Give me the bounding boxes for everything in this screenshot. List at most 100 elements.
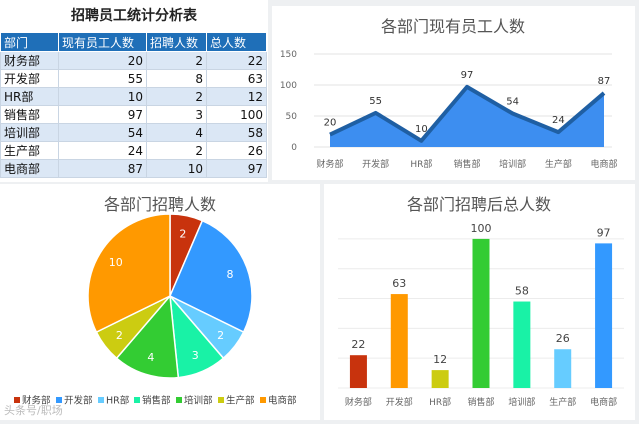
slice-label: 4 — [147, 351, 154, 364]
data-label: 55 — [369, 96, 382, 107]
legend-swatch — [56, 397, 62, 403]
cell-department[interactable]: 财务部 — [0, 51, 59, 70]
legend-swatch — [14, 397, 20, 403]
data-label: 100 — [471, 222, 492, 235]
cell-recruits[interactable]: 3 — [146, 105, 207, 124]
cell-department[interactable]: HR部 — [0, 87, 59, 106]
bar — [595, 243, 613, 388]
table-row: 销售部 97 3 100 — [0, 105, 267, 124]
data-label: 26 — [556, 332, 570, 345]
watermark-text: 头条号/职场 — [4, 404, 63, 417]
header-total[interactable]: 总人数 — [206, 32, 267, 52]
cell-department[interactable]: 销售部 — [0, 105, 59, 124]
x-tick-label: 电商部 — [590, 396, 617, 408]
bar — [554, 349, 572, 388]
bar — [349, 355, 367, 388]
table-body: 财务部 20 2 22 开发部 55 8 63 HR部 10 2 12 销售部 97 3 100 培训部 54 4 5… — [0, 51, 267, 178]
pie-slice — [169, 219, 253, 334]
cell-department[interactable]: 生产部 — [0, 141, 59, 160]
cell-recruits[interactable]: 2 — [146, 51, 207, 70]
pie-slice — [115, 294, 180, 379]
bar-chart: 各部门招聘后总人数 22 财务部 63 开发部 12 HR部 100 销售部 58 培训部 26 生产… — [338, 195, 624, 408]
cell-recruits[interactable]: 4 — [146, 123, 207, 142]
cell-total[interactable]: 58 — [206, 123, 267, 142]
area-chart: 各部门现有员工人数 0 50 100 150 20 财务部 55 开发部 10 HR部 97 销售部… — [280, 17, 618, 170]
table-header-row: 部门 现有员工人数 招聘人数 总人数 — [0, 32, 267, 52]
bar-chart-title: 各部门招聘后总人数 — [407, 195, 551, 214]
cell-total[interactable]: 100 — [206, 105, 267, 124]
cell-current-staff[interactable]: 97 — [58, 105, 147, 124]
legend-label: HR部 — [106, 395, 129, 407]
legend-label: 生产部 — [226, 395, 255, 407]
cell-current-staff[interactable]: 24 — [58, 141, 147, 160]
cell-current-staff[interactable]: 10 — [58, 87, 147, 106]
data-label: 22 — [351, 338, 365, 351]
cell-recruits[interactable]: 2 — [146, 87, 207, 106]
table-row: 开发部 55 8 63 — [0, 69, 267, 88]
bar — [431, 370, 449, 388]
x-tick-label: 财务部 — [316, 158, 343, 170]
legend-label: 财务部 — [22, 395, 51, 407]
x-tick-label: 财务部 — [345, 396, 372, 408]
header-recruits[interactable]: 招聘人数 — [146, 32, 207, 52]
slice-label: 10 — [109, 256, 123, 269]
data-label: 97 — [597, 226, 611, 239]
cell-total[interactable]: 26 — [206, 141, 267, 160]
data-label: 87 — [598, 76, 611, 87]
y-tick-label: 150 — [280, 50, 297, 60]
data-label: 54 — [506, 97, 519, 108]
legend-swatch — [176, 397, 182, 403]
cell-total[interactable]: 12 — [206, 87, 267, 106]
cell-department[interactable]: 电商部 — [0, 159, 59, 178]
x-tick-label: 培训部 — [508, 396, 535, 408]
area-fill — [330, 86, 604, 147]
slice-label: 2 — [179, 227, 186, 240]
y-tick-label: 100 — [280, 81, 297, 91]
slice-label: 2 — [217, 329, 224, 342]
cell-recruits[interactable]: 2 — [146, 141, 207, 160]
cell-department[interactable]: 培训部 — [0, 123, 59, 142]
data-table: 部门 现有员工人数 招聘人数 总人数 财务部 20 2 22 开发部 55 8 63 HR部 10… — [0, 32, 267, 178]
legend-label: 开发部 — [64, 395, 93, 407]
cell-total[interactable]: 97 — [206, 159, 267, 178]
cell-recruits[interactable]: 10 — [146, 159, 207, 178]
bar — [472, 238, 490, 388]
cell-current-staff[interactable]: 20 — [58, 51, 147, 70]
header-current-staff[interactable]: 现有员工人数 — [58, 32, 147, 52]
legend-swatch — [134, 397, 140, 403]
legend-swatch — [218, 397, 224, 403]
cell-current-staff[interactable]: 54 — [58, 123, 147, 142]
bar — [390, 294, 408, 388]
cell-recruits[interactable]: 8 — [146, 69, 207, 88]
x-tick-label: 生产部 — [549, 396, 576, 408]
data-label: 63 — [392, 277, 406, 290]
series-line — [329, 84, 606, 143]
y-tick-label: 0 — [291, 143, 297, 153]
data-label: 58 — [515, 285, 529, 298]
table-row: 财务部 20 2 22 — [0, 51, 267, 70]
x-tick-label: 培训部 — [499, 158, 526, 170]
header-department[interactable]: 部门 — [0, 32, 59, 52]
cell-current-staff[interactable]: 55 — [58, 69, 147, 88]
x-tick-label: HR部 — [410, 158, 432, 170]
area-chart-title: 各部门现有员工人数 — [381, 17, 525, 36]
cell-current-staff[interactable]: 87 — [58, 159, 147, 178]
table-row: 培训部 54 4 58 — [0, 123, 267, 142]
cell-total[interactable]: 63 — [206, 69, 267, 88]
legend-label: 培训部 — [184, 395, 213, 407]
slice-label: 2 — [116, 329, 123, 342]
legend-label: 销售部 — [142, 395, 171, 407]
data-table-panel: 招聘员工统计分析表 部门 现有员工人数 招聘人数 总人数 财务部 20 2 22 开发部… — [0, 0, 268, 182]
legend-swatch — [260, 397, 266, 403]
legend-swatch — [98, 397, 104, 403]
data-label: 97 — [461, 70, 474, 81]
data-label: 20 — [324, 118, 337, 129]
x-tick-label: 开发部 — [362, 158, 389, 170]
pie-slice — [87, 213, 171, 334]
cell-total[interactable]: 22 — [206, 51, 267, 70]
cell-department[interactable]: 开发部 — [0, 69, 59, 88]
y-tick-label: 50 — [286, 112, 298, 122]
x-tick-label: 销售部 — [467, 396, 494, 408]
x-tick-label: 销售部 — [453, 158, 480, 170]
bar-chart-panel: 各部门招聘后总人数 22 财务部 63 开发部 12 HR部 100 销售部 58 培训部 26 生产… — [324, 184, 635, 420]
